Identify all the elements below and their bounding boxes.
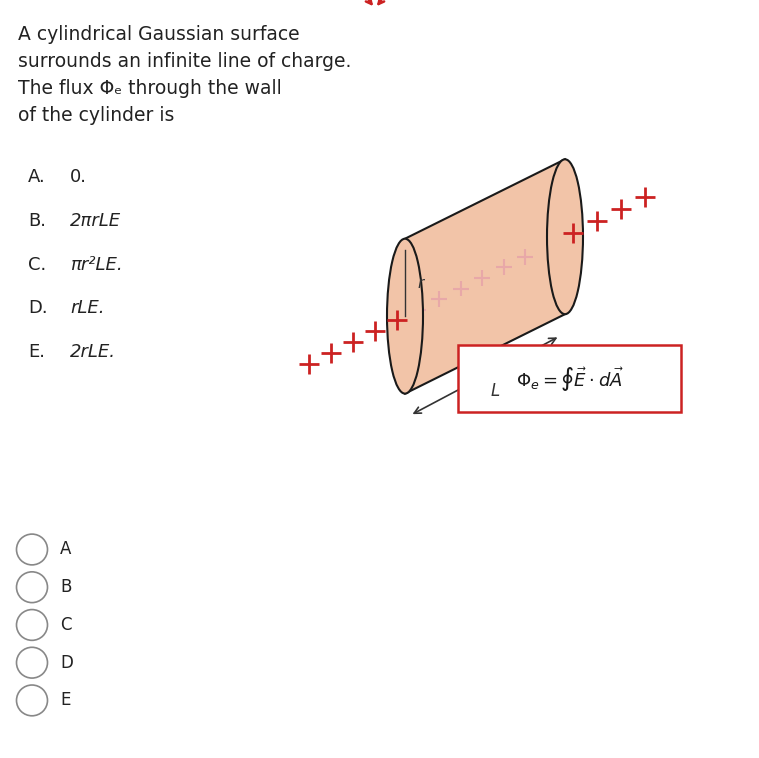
Text: 0.: 0. [70, 168, 87, 186]
Ellipse shape [547, 159, 583, 314]
Text: 2πrLE: 2πrLE [70, 211, 121, 230]
Text: B.: B. [28, 211, 46, 230]
Text: C: C [60, 616, 71, 634]
Text: $\Phi_e = \oint \vec{E} \cdot d\vec{A}$: $\Phi_e = \oint \vec{E} \cdot d\vec{A}$ [515, 365, 623, 393]
Text: 2rLE.: 2rLE. [70, 343, 116, 361]
Ellipse shape [387, 239, 423, 393]
Text: surrounds an infinite line of charge.: surrounds an infinite line of charge. [18, 52, 351, 71]
Text: B: B [60, 578, 71, 597]
Text: D.: D. [28, 299, 48, 317]
Text: of the cylinder is: of the cylinder is [18, 105, 175, 124]
Text: E: E [60, 691, 71, 709]
Text: The flux Φₑ through the wall: The flux Φₑ through the wall [18, 79, 282, 98]
Text: C.: C. [28, 255, 46, 274]
Text: D: D [60, 653, 73, 672]
Text: πr²LE.: πr²LE. [70, 255, 123, 274]
Text: L: L [490, 381, 499, 399]
Text: A: A [60, 540, 71, 559]
Text: r: r [417, 276, 424, 291]
FancyBboxPatch shape [458, 345, 681, 412]
Text: E.: E. [28, 343, 45, 361]
Polygon shape [405, 159, 565, 393]
Text: A.: A. [28, 168, 46, 186]
Text: A cylindrical Gaussian surface: A cylindrical Gaussian surface [18, 25, 300, 44]
Text: rLE.: rLE. [70, 299, 105, 317]
